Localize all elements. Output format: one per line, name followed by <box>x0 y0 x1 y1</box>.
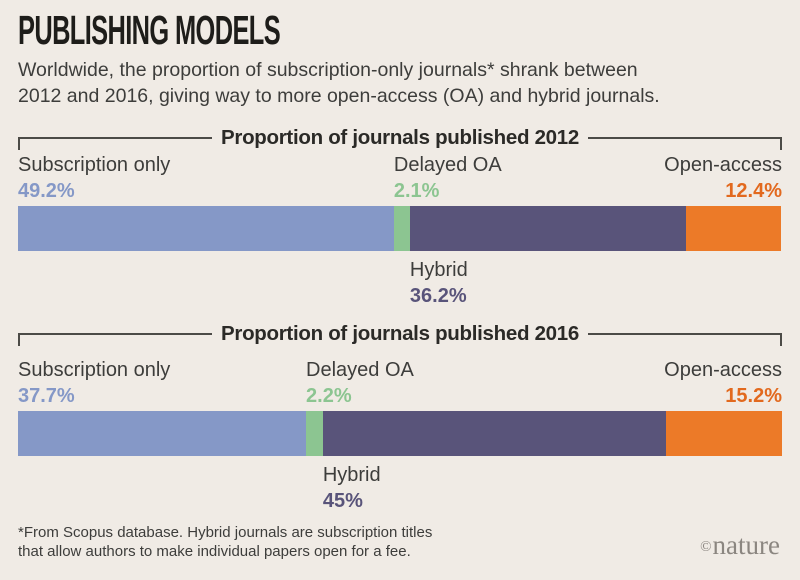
frame-line-left <box>18 137 213 150</box>
frame-line-right <box>587 137 783 150</box>
bar-segment-hybrid <box>322 411 666 456</box>
nature-logo-text: nature <box>712 530 780 560</box>
category-label: Open-access <box>664 154 782 176</box>
footer: *From Scopus database. Hybrid journals a… <box>18 523 782 561</box>
value-label: 2.2% <box>306 385 352 407</box>
copyright-icon: © <box>700 539 712 555</box>
bar-segment-subscription <box>18 411 306 456</box>
bar-segment-delayed-oa <box>305 411 323 456</box>
bar-segment-hybrid <box>409 206 687 251</box>
bar-segment-delayed-oa <box>393 206 410 251</box>
subtitle-line-1: Worldwide, the proportion of subscriptio… <box>18 59 638 81</box>
bar-segment-subscription <box>18 206 394 251</box>
page-title: PUBLISHING MODELS <box>18 7 281 53</box>
page-title-wrap: PUBLISHING MODELS <box>18 7 782 53</box>
value-label: 37.7% <box>18 385 75 407</box>
label-subscription-only: Subscription only 49.2% <box>18 153 170 204</box>
category-label: Hybrid <box>322 464 381 486</box>
chart-2016-title: Proportion of journals published 2016 <box>221 322 579 345</box>
frame-line-right <box>587 333 783 346</box>
stacked-bar-2012 <box>18 206 782 251</box>
label-hybrid: Hybrid 45% <box>323 463 381 514</box>
value-label: 45% <box>322 490 363 512</box>
label-open-access: Open-access 12.4% <box>664 153 782 204</box>
category-label: Hybrid <box>409 259 468 281</box>
category-label: Delayed OA <box>393 154 502 176</box>
chart-2012-labels-bottom: Hybrid 36.2% <box>18 251 782 309</box>
chart-2016-labels-bottom: Hybrid 45% <box>18 456 782 514</box>
chart-2016-frame: Proportion of journals published 2016 <box>18 322 783 346</box>
label-open-access: Open-access 15.2% <box>664 358 782 409</box>
frame-line-left <box>18 333 213 346</box>
subtitle-line-2: 2012 and 2016, giving way to more open-a… <box>18 85 660 107</box>
category-label: Subscription only <box>18 154 171 176</box>
category-label: Subscription only <box>18 359 171 381</box>
bar-segment-open-access <box>665 411 782 456</box>
chart-2016: Proportion of journals published 2016 Su… <box>18 322 783 514</box>
chart-2016-labels-top: Subscription only 37.7% Delayed OA 2.2% … <box>18 349 782 411</box>
value-label: 2.1% <box>393 180 440 202</box>
category-label: Open-access <box>664 359 782 381</box>
value-label: 36.2% <box>409 285 467 307</box>
chart-2012-title: Proportion of journals published 2012 <box>221 126 579 149</box>
chart-2012-frame: Proportion of journals published 2012 <box>18 126 783 150</box>
subtitle: Worldwide, the proportion of subscriptio… <box>18 57 782 109</box>
value-label: 12.4% <box>725 180 782 202</box>
label-delayed-oa: Delayed OA 2.1% <box>394 153 502 204</box>
chart-2012-labels-top: Subscription only 49.2% Delayed OA 2.1% … <box>18 153 782 206</box>
footnote: *From Scopus database. Hybrid journals a… <box>18 523 432 561</box>
label-hybrid: Hybrid 36.2% <box>410 258 468 309</box>
stacked-bar-2016 <box>18 411 782 456</box>
label-subscription-only: Subscription only 37.7% <box>18 358 170 409</box>
bar-segment-open-access <box>686 206 782 251</box>
footnote-line-1: *From Scopus database. Hybrid journals a… <box>18 524 433 541</box>
label-delayed-oa: Delayed OA 2.2% <box>306 358 414 409</box>
category-label: Delayed OA <box>306 359 414 381</box>
chart-2012: Proportion of journals published 2012 Su… <box>18 126 783 309</box>
value-label: 49.2% <box>18 180 75 202</box>
value-label: 15.2% <box>725 385 782 407</box>
footnote-line-2: that allow authors to make individual pa… <box>18 543 411 560</box>
nature-logo: ©nature <box>700 532 782 561</box>
